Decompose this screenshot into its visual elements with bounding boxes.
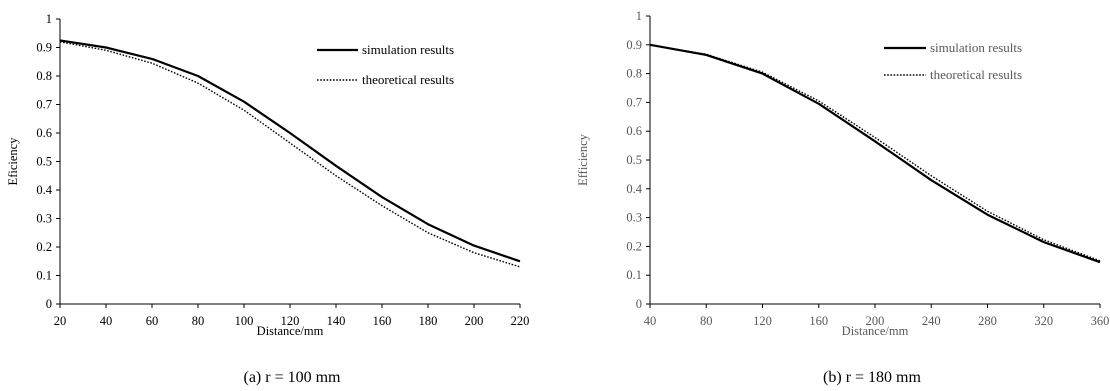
y-tick-label: 0.3 [36,212,52,226]
x-tick-label: 140 [327,314,346,328]
x-axis-label: Distance/mm [842,324,909,338]
x-tick-label: 80 [192,314,205,328]
simulation-results-line [59,39,521,263]
x-tick-label: 320 [1034,314,1053,328]
legend-entry: simulation results [930,40,1022,55]
y-tick-label: 0.6 [36,126,52,140]
theoretical-results-line [59,41,521,268]
y-tick-label: 0.5 [36,155,52,169]
x-tick-label: 100 [235,314,254,328]
x-tick-label: 200 [866,314,885,328]
x-tick-label: 80 [700,314,713,328]
y-tick-label: 0.7 [36,98,52,112]
figure-caption: (b) r = 180 mm [823,369,921,386]
simulation-results-line [649,43,1101,264]
legend-entry: simulation results [362,42,454,57]
y-axis-label: Eficiency [6,137,20,186]
y-tick-label: 0.8 [36,69,52,83]
theoretical-results-line [649,44,1101,262]
x-tick-label: 160 [809,314,828,328]
x-tick-label: 40 [100,314,113,328]
y-tick-label: 0 [46,297,52,311]
x-tick-label: 120 [753,314,772,328]
y-tick-label: 0.4 [626,182,642,196]
y-tick-label: 0.4 [36,183,52,197]
x-tick-label: 220 [511,314,530,328]
y-tick-label: 0.7 [626,95,642,109]
x-tick-label: 40 [644,314,657,328]
x-tick-label: 160 [373,314,392,328]
y-tick-label: 0.1 [36,269,52,283]
y-tick-label: 0.9 [626,38,642,52]
x-tick-label: 360 [1091,314,1110,328]
x-tick-label: 180 [419,314,438,328]
chart-b: 0 0.1 0.2 0.3 0.4 0.5 0.6 0.7 0.8 0.9 1 40 80 120 160 2… [576,9,1109,386]
legend-entry: theoretical results [930,67,1022,82]
y-tick-label: 1 [46,12,52,26]
y-tick-label: 0.2 [36,240,52,254]
y-tick-label: 0.9 [36,41,52,55]
y-tick-label: 0 [636,297,642,311]
y-tick-label: 0.3 [626,211,642,225]
legend-entry: theoretical results [362,72,454,87]
x-axis-label: Distance/mm [257,324,324,338]
y-tick-label: 0.8 [626,67,642,81]
y-tick-label: 0.6 [626,124,642,138]
x-tick-label: 20 [54,314,67,328]
x-tick-label: 280 [978,314,997,328]
x-tick-label: 120 [281,314,300,328]
y-tick-label: 0.5 [626,153,642,167]
y-axis-label: Efficiency [576,133,590,186]
y-tick-label: 0.2 [626,239,642,253]
x-tick-label: 60 [146,314,159,328]
x-tick-label: 200 [465,314,484,328]
figure-caption: (a) r = 100 mm [244,369,342,386]
y-tick-label: 1 [636,9,642,23]
y-tick-label: 0.1 [626,268,642,282]
x-tick-label: 240 [922,314,941,328]
